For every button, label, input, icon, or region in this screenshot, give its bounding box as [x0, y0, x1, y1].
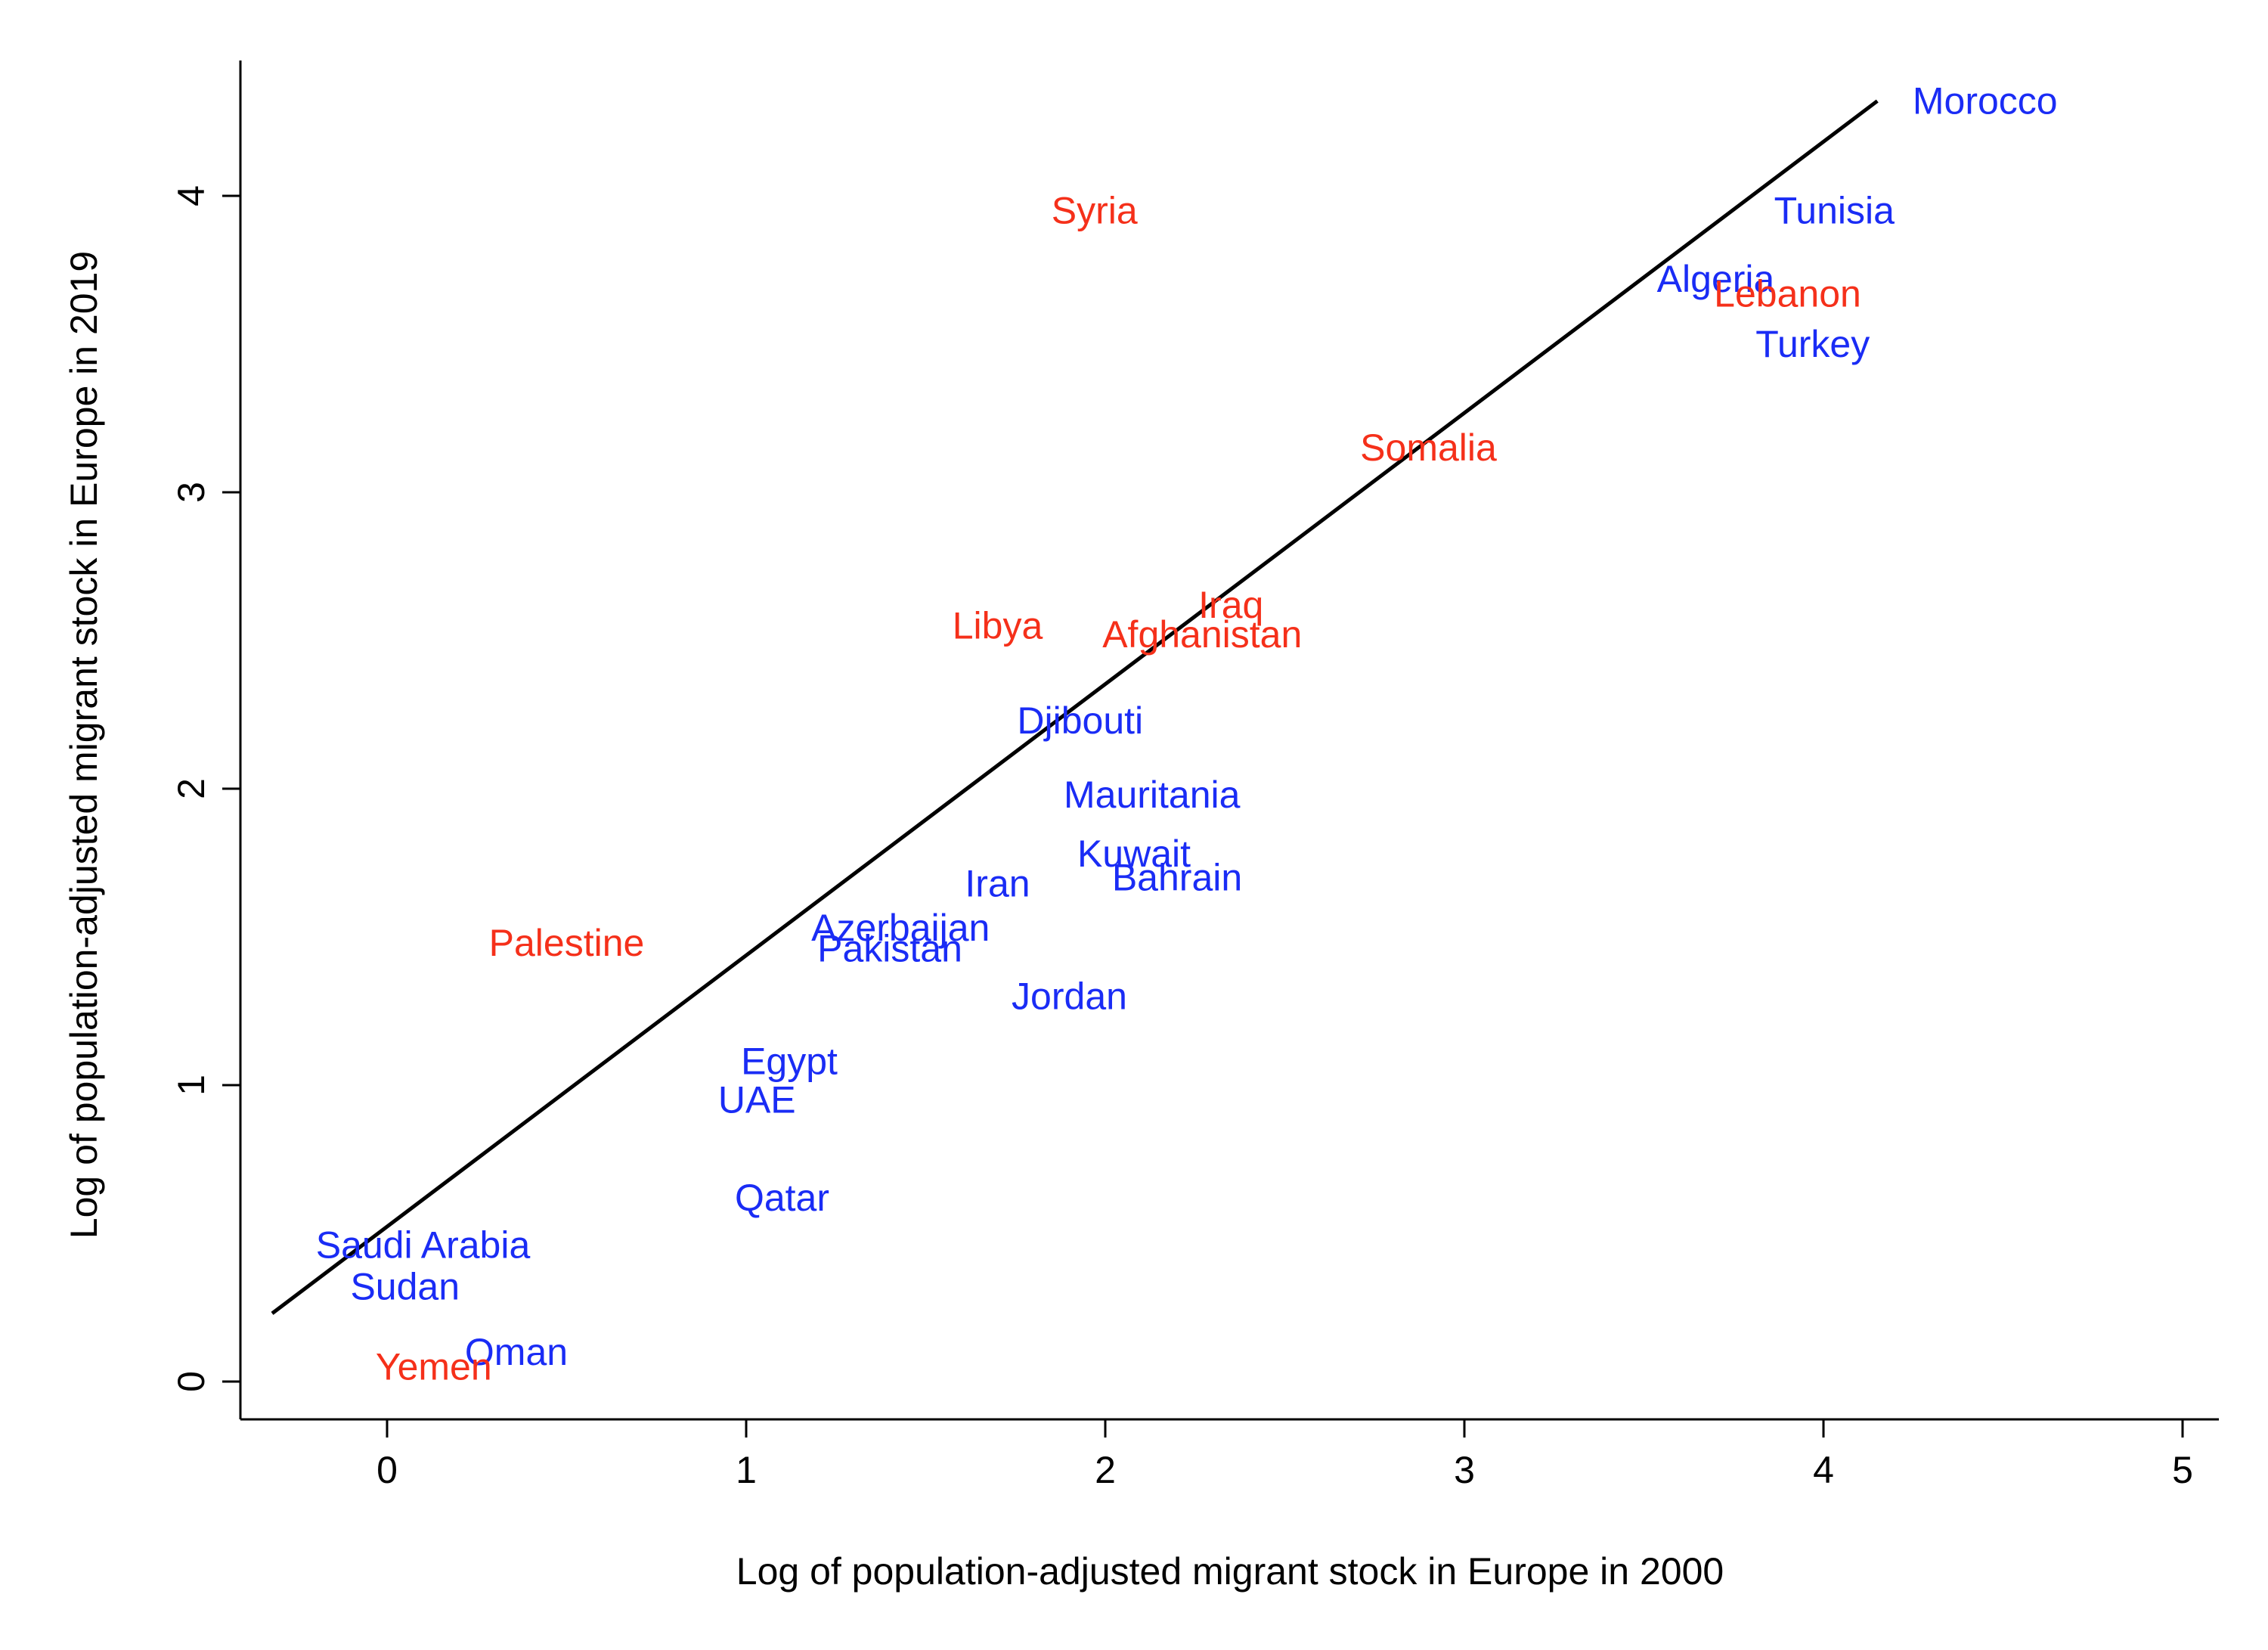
x-ticks: 0 1 2 3 4 5 — [376, 1419, 2193, 1491]
y-tick-label: 0 — [170, 1371, 212, 1392]
point-label-libya: Libya — [953, 604, 1043, 647]
x-tick-label: 4 — [1813, 1449, 1834, 1491]
point-label-tunisia: Tunisia — [1774, 190, 1895, 232]
point-label-morocco: Morocco — [1913, 80, 2058, 123]
point-label-syria: Syria — [1052, 190, 1138, 232]
y-tick-label: 3 — [170, 482, 212, 503]
point-label-qatar: Qatar — [735, 1177, 829, 1219]
point-label-algeria: Algeria — [1657, 258, 1775, 300]
point-label-iran: Iran — [965, 862, 1030, 904]
point-label-saudi-arabia: Saudi Arabia — [316, 1224, 531, 1267]
y-tick-label: 2 — [170, 778, 212, 799]
fit-line — [271, 99, 1879, 1315]
x-axis-title: Log of population-adjusted migrant stock… — [736, 1550, 1724, 1593]
x-tick-label: 0 — [376, 1449, 398, 1491]
point-label-oman: Oman — [465, 1331, 568, 1373]
y-tick-label: 4 — [170, 185, 212, 206]
point-label-iraq: Iraq — [1198, 584, 1263, 626]
point-label-bahrain: Bahrain — [1112, 857, 1242, 899]
point-label-pakistan: Pakistan — [817, 928, 962, 970]
x-tick-label: 5 — [2172, 1449, 2193, 1491]
point-label-afghanistan: Afghanistan — [1102, 613, 1302, 656]
y-axis-title: Log of population-adjusted migrant stock… — [63, 251, 105, 1239]
point-label-lebanon: Lebanon — [1714, 272, 1861, 315]
point-label-turkey: Turkey — [1755, 323, 1870, 365]
point-label-yemen: Yemen — [376, 1345, 492, 1388]
point-label-uae: UAE — [718, 1079, 796, 1121]
point-label-sudan: Sudan — [350, 1266, 460, 1308]
point-label-mauritania: Mauritania — [1064, 774, 1241, 816]
point-label-egypt: Egypt — [741, 1041, 838, 1083]
axes: 0 1 2 3 4 5 0 1 2 3 4 — [170, 60, 2219, 1491]
point-label-palestine: Palestine — [489, 922, 645, 964]
point-label-azerbaijan: Azerbaijan — [811, 907, 990, 949]
point-label-kuwait: Kuwait — [1077, 833, 1191, 875]
x-tick-label: 1 — [736, 1449, 757, 1491]
x-tick-label: 3 — [1454, 1449, 1475, 1491]
point-label-djibouti: Djibouti — [1017, 699, 1143, 742]
point-label-jordan: Jordan — [1012, 975, 1127, 1017]
y-ticks: 0 1 2 3 4 — [170, 185, 240, 1392]
point-label-somalia: Somalia — [1360, 426, 1497, 469]
x-tick-label: 2 — [1095, 1449, 1116, 1491]
y-tick-label: 1 — [170, 1075, 212, 1096]
